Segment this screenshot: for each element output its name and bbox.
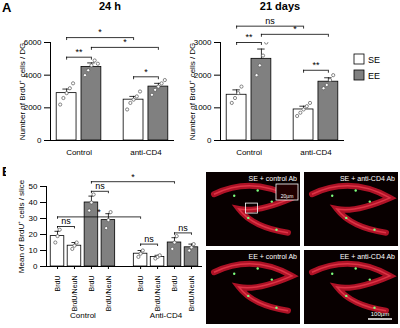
svg-text:SE + control Ab: SE + control Ab [249, 175, 298, 182]
svg-text:Number of BrdU⁺ cells / DG: Number of BrdU⁺ cells / DG [188, 43, 197, 141]
svg-text:BrdU/NeuN: BrdU/NeuN [154, 276, 161, 312]
svg-text:BrdU/NeuN: BrdU/NeuN [105, 276, 112, 312]
svg-text:50: 50 [29, 182, 38, 191]
svg-text:100µm: 100µm [371, 311, 389, 317]
svg-text:1000: 1000 [193, 103, 212, 113]
svg-text:0: 0 [207, 136, 212, 145]
svg-text:SE: SE [368, 55, 380, 65]
svg-text:anti-CD4: anti-CD4 [300, 148, 332, 157]
svg-text:BrdU: BrdU [54, 276, 61, 292]
svg-text:Number of BrdU⁺ cells / DG: Number of BrdU⁺ cells / DG [18, 43, 27, 141]
svg-text:3000: 3000 [193, 38, 212, 48]
svg-text:*: * [98, 27, 102, 37]
svg-text:6000: 6000 [23, 38, 42, 48]
svg-text:30: 30 [29, 214, 38, 223]
svg-text:BrdU/NeuN: BrdU/NeuN [71, 276, 78, 312]
svg-text:ns: ns [178, 223, 188, 233]
svg-text:anti-CD4: anti-CD4 [130, 148, 162, 157]
svg-text:Control: Control [236, 148, 262, 157]
svg-text:EE + anti-CD4 Ab: EE + anti-CD4 Ab [340, 253, 395, 260]
svg-text:20: 20 [29, 230, 38, 239]
svg-text:40: 40 [29, 198, 38, 207]
svg-text:4000: 4000 [23, 70, 42, 80]
html-text:B: B [2, 164, 12, 179]
svg-text:**: ** [246, 32, 254, 42]
svg-text:**: ** [312, 60, 320, 70]
html-text:24 h: 24 h [99, 0, 121, 12]
svg-text:BrdU: BrdU [137, 276, 144, 292]
svg-text:0: 0 [37, 136, 42, 145]
svg-text:BrdU: BrdU [171, 276, 178, 292]
html-text:21 days: 21 days [259, 0, 301, 12]
svg-text:ns: ns [61, 216, 71, 226]
svg-text:Control: Control [70, 311, 96, 320]
svg-text:2000: 2000 [23, 103, 42, 113]
svg-text:*: * [123, 37, 127, 47]
svg-text:SE + anti-CD4 Ab: SE + anti-CD4 Ab [340, 175, 395, 182]
html-text:A: A [2, 0, 12, 15]
svg-text:*: * [144, 67, 148, 77]
svg-text:BrdU/NeuN: BrdU/NeuN [188, 276, 195, 312]
svg-text:EE: EE [368, 71, 380, 81]
svg-text:ns: ns [95, 181, 105, 191]
svg-text:ns: ns [265, 16, 275, 26]
svg-text:*: * [97, 207, 101, 217]
svg-text:10: 10 [29, 246, 38, 255]
svg-text:BrdU: BrdU [88, 276, 95, 292]
svg-text:Mean of BrdU⁺ cells / slice: Mean of BrdU⁺ cells / slice [17, 179, 26, 273]
svg-text:*: * [293, 24, 297, 34]
svg-text:0: 0 [33, 262, 38, 271]
svg-text:Control: Control [66, 148, 92, 157]
svg-text:Anti-CD4: Anti-CD4 [150, 311, 183, 320]
svg-text:2000: 2000 [193, 70, 212, 80]
svg-text:*: * [131, 172, 135, 182]
svg-text:EE + control Ab: EE + control Ab [249, 253, 298, 260]
svg-text:20µm: 20µm [281, 193, 294, 199]
svg-text:**: ** [76, 47, 84, 57]
svg-text:ns: ns [144, 234, 154, 244]
